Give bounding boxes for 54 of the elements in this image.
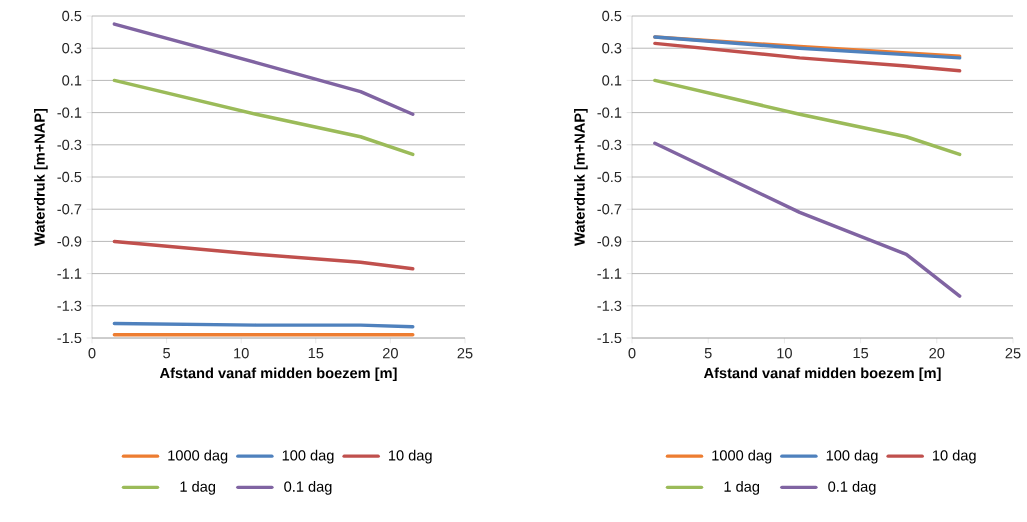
y-tick-label: 0.5 <box>62 10 82 22</box>
y-tick-label: -0.1 <box>57 107 82 118</box>
y-tick-label: 0.3 <box>62 43 82 54</box>
x-tick-label: 25 <box>1005 348 1021 359</box>
y-tick-label: 0.1 <box>62 75 82 86</box>
x-tick-label: 25 <box>457 348 473 359</box>
y-tick-label: -0.5 <box>597 171 622 183</box>
y-tick-label: -1.1 <box>597 268 622 279</box>
y-tick-label: 0.1 <box>602 75 622 86</box>
y-tick-label: -0.5 <box>57 171 82 183</box>
y-axis-title: Waterdruk [m+NAP] <box>574 108 588 246</box>
line-series <box>112 78 415 157</box>
x-tick-label: 20 <box>929 348 945 359</box>
x-tick-label: 0 <box>628 348 636 359</box>
x-tick-label: 20 <box>383 348 398 359</box>
y-tick-label: -0.1 <box>597 107 622 118</box>
x-tick-label: 15 <box>308 348 324 359</box>
x-tick-label: 0 <box>88 348 96 359</box>
legend-label: 1 dag <box>180 481 216 495</box>
y-tick-label: -0.3 <box>597 139 622 150</box>
legend-label: 1000 dag <box>168 449 228 464</box>
line-series <box>653 41 962 73</box>
x-axis-title: Afstand vanaf midden boezem [m] <box>159 367 397 382</box>
y-tick-label: -1.5 <box>57 332 82 344</box>
legend-label: 0.1 dag <box>284 481 332 495</box>
x-tick-label: 5 <box>704 348 712 359</box>
y-tick-label: -0.3 <box>57 139 82 150</box>
y-tick-label: -0.9 <box>597 236 622 247</box>
x-tick-label: 15 <box>853 348 869 359</box>
legend-label: 1000 dag <box>712 449 772 464</box>
line-series <box>112 22 415 116</box>
y-tick-label: -1.1 <box>57 268 82 279</box>
legend-label: 10 dag <box>932 449 976 464</box>
y-tick-label: 0.5 <box>602 10 622 22</box>
y-tick-label: -1.5 <box>597 332 622 344</box>
x-tick-label: 10 <box>777 348 792 359</box>
legend-label: 100 dag <box>826 449 878 464</box>
legend-label: 0.1 dag <box>828 481 876 495</box>
y-tick-label: 0.3 <box>602 43 622 54</box>
y-tick-label: -0.9 <box>57 236 82 247</box>
y-tick-label: -1.3 <box>597 300 622 311</box>
line-series <box>653 78 962 157</box>
legend-label: 1 dag <box>724 481 760 495</box>
line-series <box>112 239 415 271</box>
x-axis-title: Afstand vanaf midden boezem [m] <box>703 367 941 382</box>
line-series <box>653 141 962 298</box>
y-tick-label: -0.7 <box>597 204 622 215</box>
legend-label: 10 dag <box>388 449 432 464</box>
legend-label: 100 dag <box>282 449 334 464</box>
y-axis-title: Waterdruk [m+NAP] <box>34 108 48 246</box>
y-tick-label: -1.3 <box>57 300 82 311</box>
y-tick-label: -0.7 <box>57 204 82 215</box>
x-tick-label: 5 <box>163 348 171 359</box>
x-tick-label: 10 <box>234 348 249 359</box>
